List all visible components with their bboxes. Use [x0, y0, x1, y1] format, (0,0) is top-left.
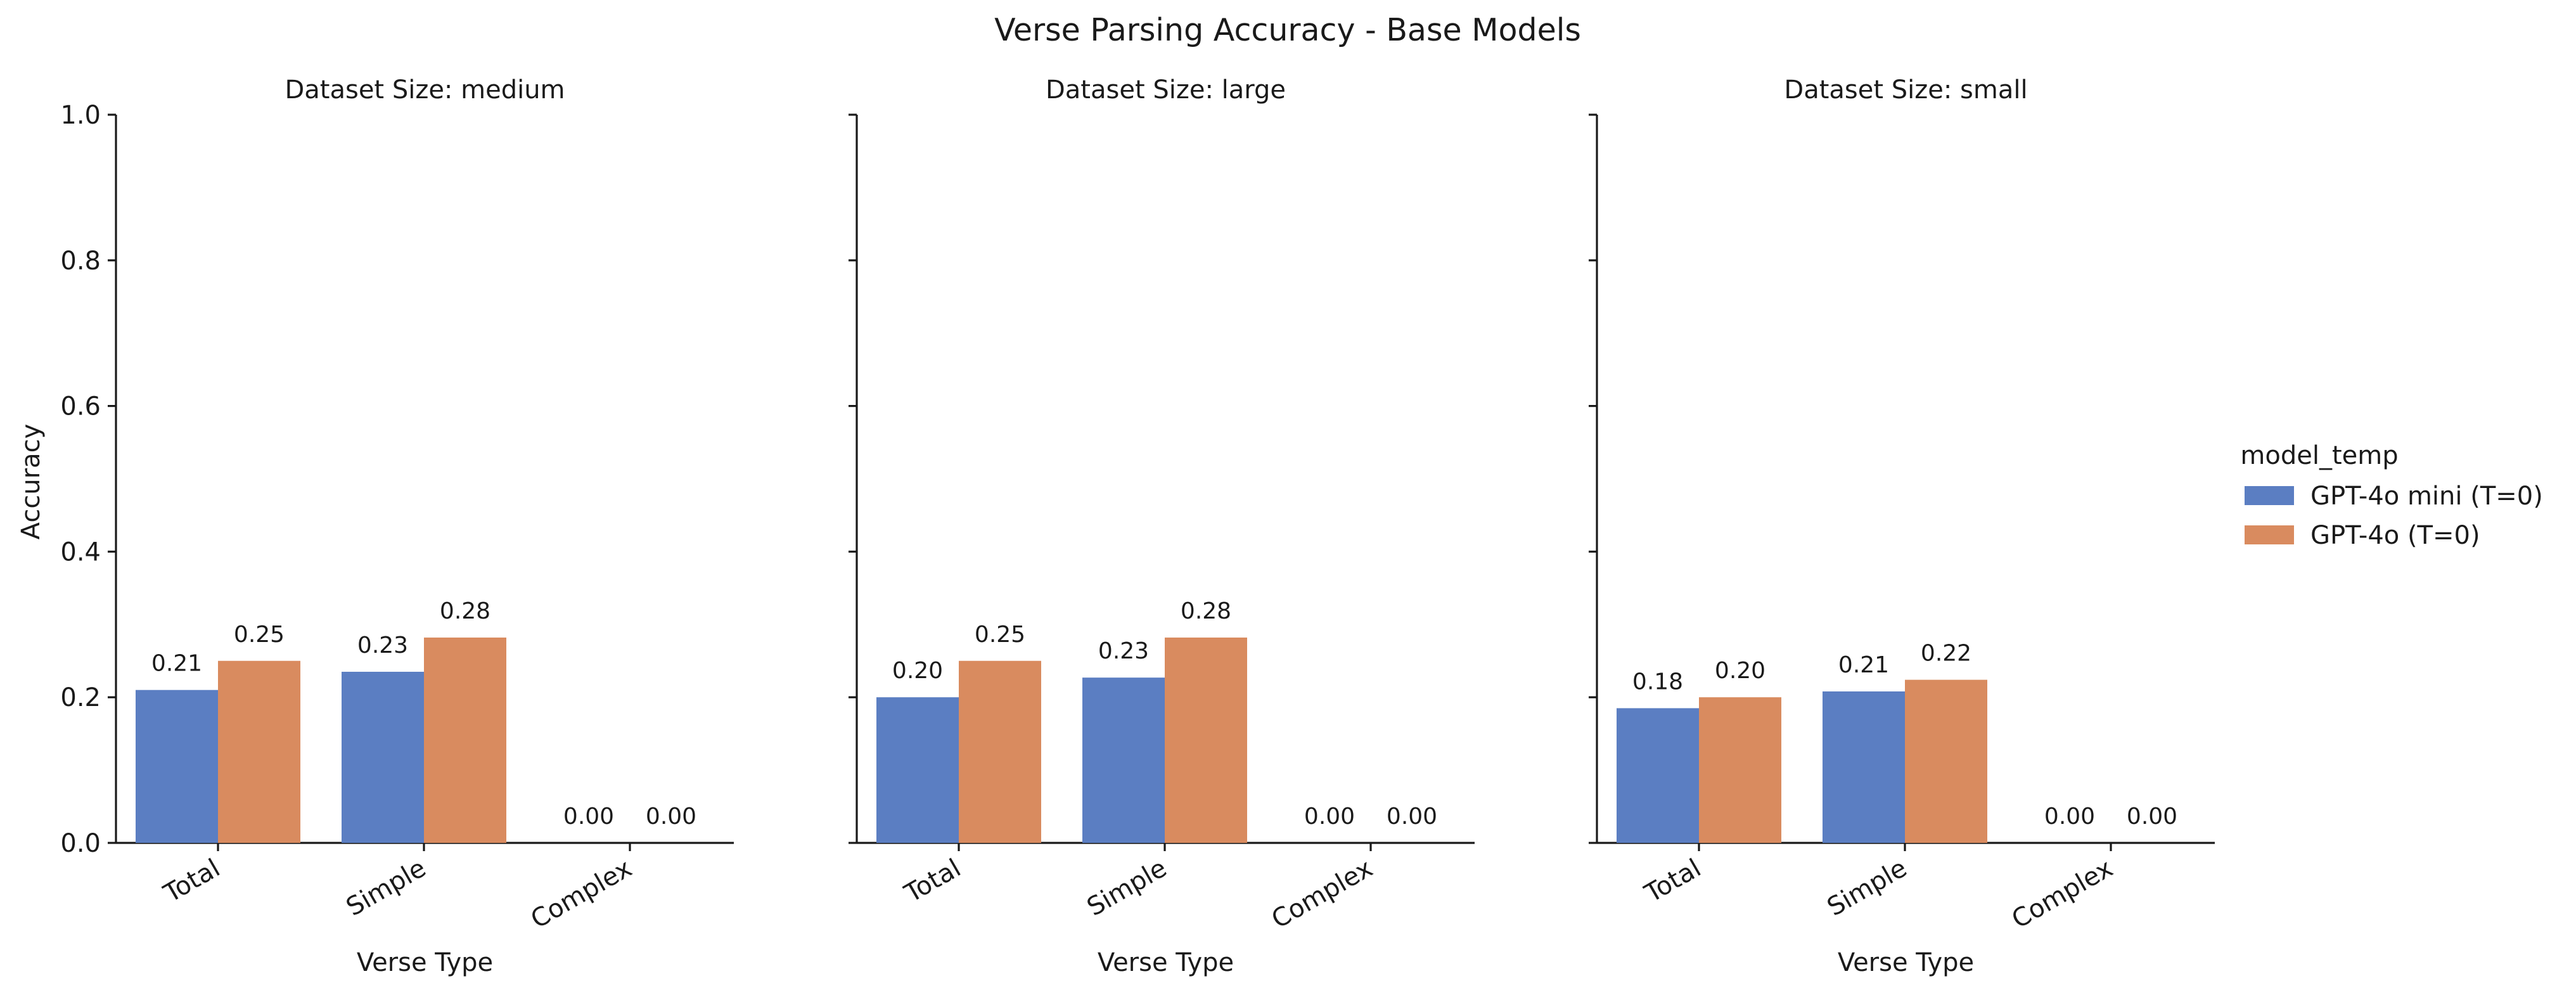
bar-simple-series-2: [1165, 637, 1247, 843]
legend: model_temp GPT-4o mini (T=0) GPT-4o (T=0): [2240, 441, 2542, 550]
bar-simple-series-2: [1905, 679, 1987, 843]
bar-simple-series-1: [1823, 691, 1905, 843]
data-label: 0.00: [2044, 804, 2095, 830]
x-tick-label: Simple: [342, 854, 431, 922]
subplot-2: Dataset Size: large 0.20 0.23 0.00 0.25 0.28 0…: [849, 75, 1475, 977]
x-axis-label: Verse Type: [1098, 948, 1234, 977]
data-label: 0.28: [1181, 598, 1231, 624]
x-tick-label: Total: [1639, 854, 1706, 909]
bar-total-series-1: [876, 697, 959, 843]
bar-total-series-2: [218, 660, 300, 843]
data-label: 0.00: [563, 804, 614, 830]
x-axis-label: Verse Type: [357, 948, 493, 977]
data-label: 0.25: [234, 622, 285, 648]
y-axis-label: Accuracy: [16, 424, 46, 540]
x-tick-label: Complex: [2007, 854, 2118, 935]
y-tick-label: 0.0: [60, 829, 101, 858]
bar-simple-series-2: [424, 637, 506, 843]
bar-simple-series-1: [342, 671, 424, 843]
bar-total-series-1: [1617, 708, 1699, 843]
data-label: 0.23: [1098, 638, 1149, 664]
y-tick-label: 0.4: [60, 537, 101, 567]
data-label: 0.22: [1921, 641, 1971, 667]
x-tick-label: Total: [899, 854, 966, 909]
bar-total-series-2: [1699, 697, 1781, 843]
subplot-3: Dataset Size: small 0.18 0.21 0.00 0.20 0.22 0…: [1589, 75, 2215, 977]
y-tick-label: 0.6: [60, 392, 101, 421]
y-tick-label: 1.0: [60, 101, 101, 130]
data-label: 0.00: [2127, 804, 2177, 830]
subplot-title: Dataset Size: large: [1046, 75, 1286, 105]
x-tick-label: Total: [158, 854, 225, 909]
bar-simple-series-1: [1082, 677, 1165, 843]
y-tick-label: 0.8: [60, 247, 101, 276]
legend-title: model_temp: [2240, 441, 2398, 470]
bar-total-series-1: [136, 690, 218, 843]
legend-label: GPT-4o mini (T=0): [2310, 482, 2543, 511]
x-tick-label: Simple: [1082, 854, 1172, 922]
x-tick-label: Complex: [1267, 854, 1378, 935]
data-label: 0.21: [1838, 652, 1889, 678]
subplot-1: Dataset Size: medium 0.0 0.2 0.4 0.6 0.8 1.0 0.…: [60, 75, 734, 977]
subplot-title: Dataset Size: medium: [285, 75, 565, 105]
subplot-title: Dataset Size: small: [1784, 75, 2027, 105]
data-label: 0.23: [357, 632, 408, 658]
legend-label: GPT-4o (T=0): [2310, 521, 2480, 550]
data-label: 0.00: [646, 804, 696, 830]
x-tick-label: Complex: [526, 854, 637, 935]
data-label: 0.00: [1387, 804, 1437, 830]
data-label: 0.28: [440, 598, 490, 624]
data-label: 0.00: [1304, 804, 1355, 830]
data-label: 0.25: [975, 622, 1025, 648]
data-label: 0.20: [1715, 658, 1765, 684]
bar-total-series-2: [959, 660, 1041, 843]
chart-title: Verse Parsing Accuracy - Base Models: [994, 12, 1581, 48]
data-label: 0.20: [892, 658, 943, 684]
data-label: 0.21: [151, 651, 202, 677]
y-tick-label: 0.2: [60, 683, 101, 712]
legend-swatch: [2245, 525, 2294, 544]
x-tick-label: Simple: [1823, 854, 1912, 922]
x-axis-label: Verse Type: [1838, 948, 1974, 977]
data-label: 0.18: [1632, 669, 1683, 695]
legend-swatch: [2245, 486, 2294, 505]
